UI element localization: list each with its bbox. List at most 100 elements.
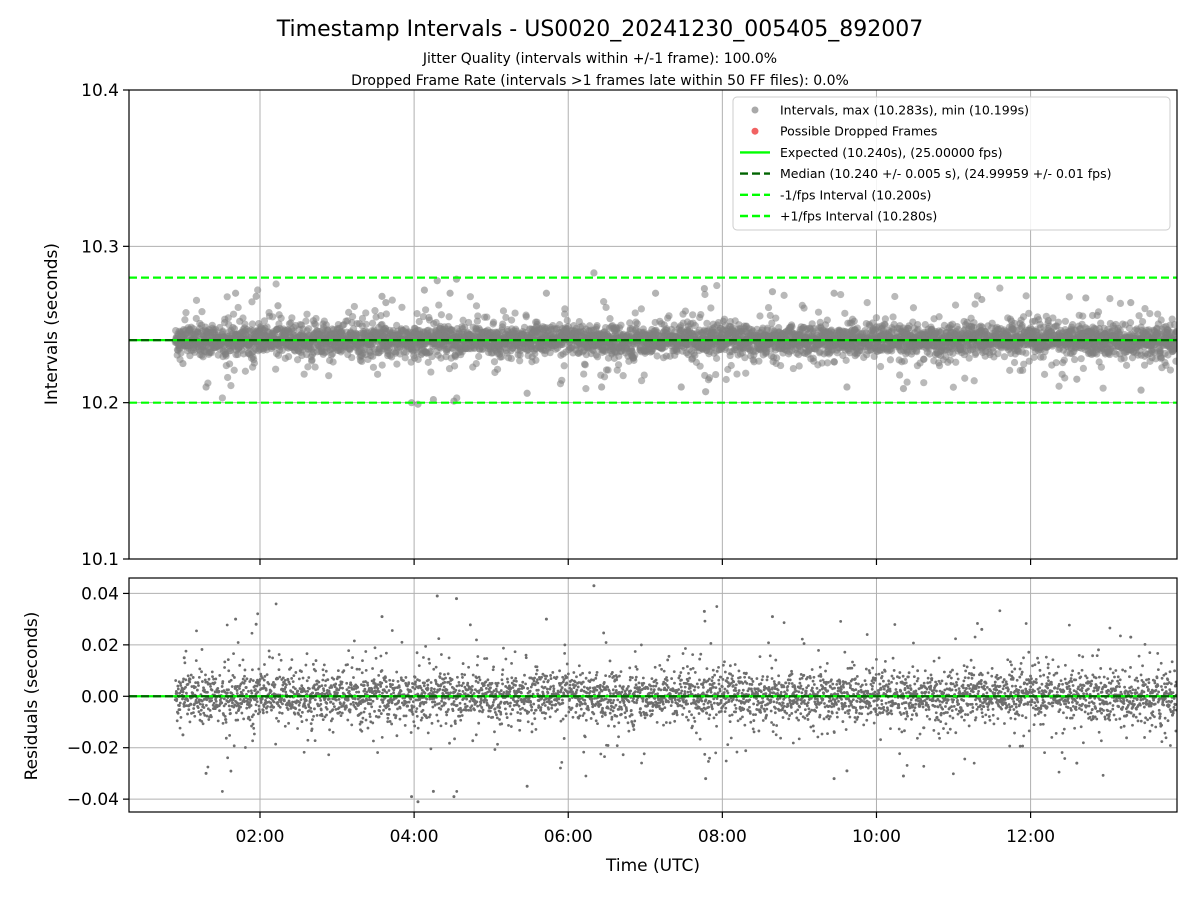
interval-point bbox=[722, 375, 730, 384]
interval-point bbox=[350, 302, 358, 311]
interval-point bbox=[563, 316, 571, 325]
residual-point bbox=[235, 711, 238, 715]
interval-point bbox=[712, 370, 720, 379]
residual-point bbox=[243, 674, 246, 678]
residual-point bbox=[210, 688, 214, 692]
residual-point bbox=[241, 677, 245, 681]
interval-point bbox=[311, 363, 319, 371]
legend-marker-dot bbox=[751, 106, 759, 114]
residual-point bbox=[178, 701, 182, 705]
top-ytick-label: 10.1 bbox=[81, 550, 119, 570]
residual-point bbox=[223, 666, 226, 669]
residual-point bbox=[231, 701, 234, 705]
interval-point bbox=[696, 362, 704, 370]
residual-point bbox=[176, 687, 180, 691]
residual-point bbox=[224, 736, 228, 740]
residual-point bbox=[220, 701, 224, 705]
interval-point bbox=[996, 284, 1004, 292]
residual-point bbox=[195, 688, 199, 692]
residual-point bbox=[184, 649, 188, 653]
interval-point bbox=[1019, 313, 1028, 321]
interval-point bbox=[830, 358, 838, 366]
interval-point bbox=[1010, 358, 1019, 367]
residual-point bbox=[186, 682, 190, 686]
interval-point bbox=[198, 308, 206, 316]
interval-point-extreme bbox=[429, 395, 437, 404]
interval-point bbox=[378, 361, 386, 369]
interval-point bbox=[673, 347, 681, 356]
interval-point-extreme bbox=[830, 289, 838, 297]
interval-point bbox=[472, 359, 480, 368]
interval-point bbox=[909, 304, 918, 312]
residual-point bbox=[225, 623, 229, 627]
interval-point bbox=[422, 306, 430, 314]
interval-point bbox=[1019, 366, 1027, 374]
interval-point bbox=[490, 358, 499, 366]
residual-point bbox=[226, 756, 230, 760]
residual-point bbox=[200, 719, 204, 723]
interval-point bbox=[398, 303, 406, 311]
interval-point bbox=[349, 313, 357, 321]
interval-point bbox=[1077, 355, 1085, 363]
interval-point bbox=[427, 368, 435, 376]
interval-point bbox=[1030, 353, 1038, 361]
interval-point bbox=[260, 317, 269, 325]
interval-point bbox=[250, 359, 258, 367]
residual-point bbox=[233, 676, 236, 679]
interval-point bbox=[230, 366, 238, 374]
interval-point bbox=[223, 293, 231, 301]
interval-point bbox=[489, 318, 498, 326]
residual-point bbox=[174, 679, 178, 682]
interval-point bbox=[1166, 366, 1175, 374]
interval-point bbox=[325, 372, 333, 380]
interval-point bbox=[516, 357, 524, 365]
residual-point bbox=[227, 669, 231, 673]
residual-point bbox=[204, 673, 207, 677]
interval-point-extreme bbox=[433, 277, 441, 285]
interval-point bbox=[593, 321, 601, 330]
interval-point bbox=[1116, 326, 1124, 334]
interval-point bbox=[382, 310, 390, 318]
interval-point bbox=[935, 362, 944, 370]
residual-point bbox=[199, 712, 202, 716]
top-ytick-label: 10.2 bbox=[81, 394, 119, 414]
residual-point bbox=[203, 678, 207, 682]
interval-point bbox=[300, 370, 308, 378]
residual-point bbox=[200, 648, 204, 651]
interval-point bbox=[502, 313, 510, 322]
residual-point bbox=[192, 707, 196, 710]
interval-point bbox=[712, 354, 721, 362]
interval-point bbox=[876, 362, 885, 371]
residual-point bbox=[203, 713, 207, 717]
interval-point bbox=[393, 360, 401, 368]
interval-point bbox=[593, 353, 602, 361]
interval-point bbox=[1025, 309, 1033, 317]
interval-point bbox=[886, 356, 895, 364]
interval-point bbox=[362, 320, 370, 328]
residual-point bbox=[243, 668, 247, 672]
interval-point-extreme bbox=[382, 299, 390, 307]
interval-point bbox=[493, 365, 502, 373]
interval-point bbox=[1054, 318, 1062, 326]
chart-subtitle-dropped: Dropped Frame Rate (intervals >1 frames … bbox=[351, 73, 849, 89]
residual-point bbox=[236, 685, 239, 688]
interval-point bbox=[1025, 357, 1033, 365]
interval-point bbox=[896, 371, 904, 379]
residual-point bbox=[175, 719, 179, 723]
interval-point bbox=[466, 293, 474, 301]
residual-point bbox=[218, 709, 221, 713]
interval-point bbox=[369, 363, 378, 371]
residual-point bbox=[232, 652, 235, 656]
interval-point bbox=[946, 356, 954, 364]
top-ytick-label: 10.4 bbox=[81, 81, 119, 101]
interval-point bbox=[1060, 356, 1068, 364]
residual-point bbox=[202, 706, 206, 709]
interval-point bbox=[701, 290, 709, 299]
interval-point bbox=[303, 310, 311, 318]
interval-point bbox=[358, 357, 366, 366]
residual-point bbox=[216, 686, 220, 690]
interval-point-extreme bbox=[1082, 294, 1090, 302]
residual-point bbox=[200, 670, 203, 674]
interval-point bbox=[358, 314, 367, 323]
residual-point bbox=[194, 698, 198, 702]
